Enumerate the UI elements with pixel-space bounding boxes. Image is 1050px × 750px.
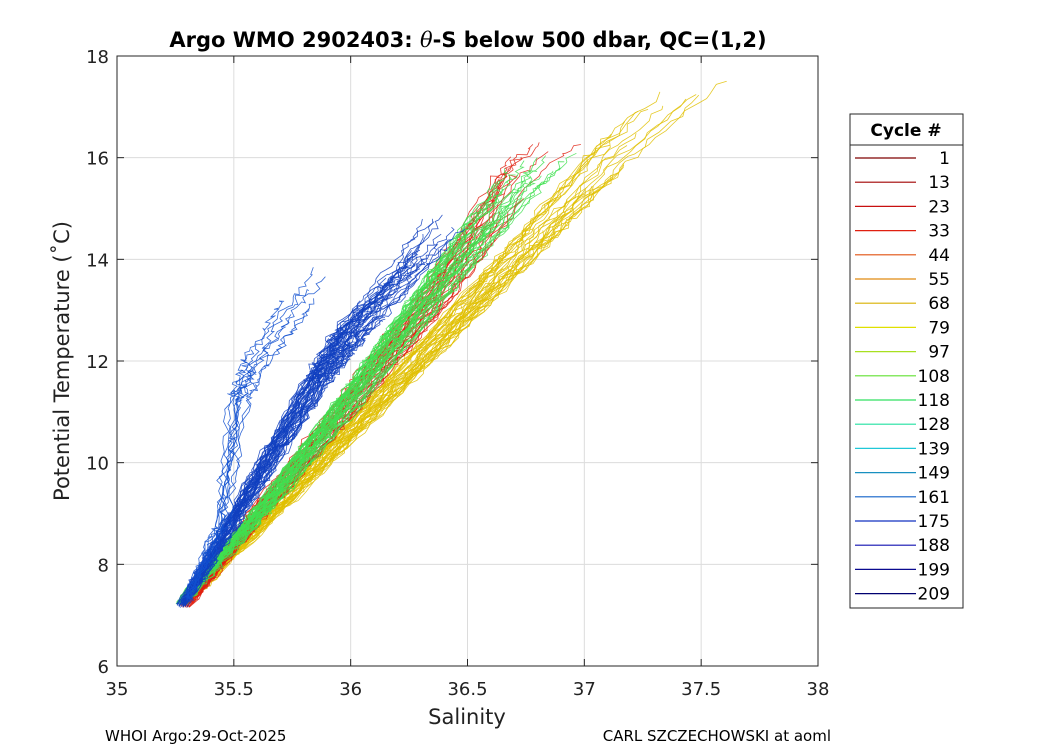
profile-trace — [182, 317, 356, 604]
legend-entry-label: 209 — [918, 585, 950, 605]
legend-entry-label: 68 — [928, 294, 950, 314]
legend-entry-label: 13 — [928, 173, 950, 193]
profile-trace — [192, 164, 625, 598]
y-tick-label: 8 — [98, 555, 109, 576]
x-axis-label: Salinity — [428, 705, 506, 729]
profile-trace — [187, 182, 543, 605]
x-tick-label: 35 — [106, 679, 129, 700]
x-tick-label: 38 — [807, 679, 830, 700]
profile-trace — [187, 369, 255, 599]
profile-trace — [183, 152, 577, 601]
trace-group-4 — [182, 267, 326, 603]
profile-trace — [183, 297, 426, 605]
profile-trace — [180, 197, 492, 604]
legend-entry-label: 1 — [939, 149, 950, 169]
profile-trace — [188, 276, 467, 608]
x-tick-label: 37 — [573, 679, 596, 700]
profile-trace — [184, 195, 514, 605]
legend-entry-label: 44 — [928, 246, 950, 266]
y-tick-label: 14 — [86, 250, 109, 271]
theta-s-traces — [175, 80, 727, 608]
profile-trace — [189, 308, 310, 601]
profile-trace — [182, 247, 489, 602]
profile-trace — [185, 279, 418, 605]
profile-trace — [190, 174, 612, 601]
grid — [117, 56, 818, 666]
legend-entry-label: 175 — [918, 512, 950, 532]
axis-ticks: 35 35.5 36 36.5 37 37.5 38 6 8 10 12 14 16 18 — [86, 47, 829, 700]
profile-trace — [186, 267, 314, 602]
x-tick-label: 35.5 — [214, 679, 254, 700]
profile-trace — [186, 182, 532, 601]
legend-entries: 1 13 23 33 44 55 68 79 97 108 118 128 139 149 161 175 18… — [855, 149, 950, 605]
x-tick-label: 37.5 — [681, 679, 721, 700]
chart-title: Argo WMO 2902403: θ-S below 500 dbar, QC… — [169, 28, 766, 52]
x-tick-label: 36.5 — [447, 679, 487, 700]
legend-entry-label: 199 — [918, 560, 950, 580]
y-tick-label: 10 — [86, 454, 109, 475]
y-tick-label: 12 — [86, 352, 109, 373]
x-tick-label: 36 — [339, 679, 362, 700]
legend-entry-label: 23 — [928, 197, 950, 217]
trace-group-2 — [175, 152, 577, 605]
profile-trace — [182, 300, 285, 599]
profile-trace — [186, 288, 310, 600]
legend-entry-label: 55 — [928, 270, 950, 290]
footer-left: WHOI Argo:29-Oct-2025 — [105, 727, 286, 745]
legend-entry-label: 33 — [928, 222, 950, 242]
profile-trace — [186, 314, 292, 601]
footer-right: CARL SZCZECHOWSKI at aoml — [603, 727, 831, 745]
legend-entry-label: 149 — [918, 464, 950, 484]
profile-trace — [188, 276, 326, 599]
y-axis-label: Potential Temperature (˚C) — [50, 221, 74, 501]
legend-entry-label: 139 — [918, 439, 950, 459]
legend-entry-label: 108 — [918, 367, 950, 387]
legend-entry-label: 188 — [918, 536, 950, 556]
legend: Cycle # 1 13 23 33 44 55 68 79 97 108 118 128 139 149… — [849, 113, 964, 609]
profile-trace — [189, 298, 315, 603]
profile-trace — [181, 175, 533, 601]
y-tick-label: 18 — [86, 47, 109, 68]
profile-trace — [179, 228, 477, 601]
legend-entry-label: 97 — [928, 343, 950, 363]
y-tick-label: 16 — [86, 149, 109, 170]
title-prefix: Argo WMO 2902403: — [169, 28, 420, 52]
legend-entry-label: 79 — [928, 318, 950, 338]
profile-trace — [189, 163, 624, 602]
profile-trace — [177, 298, 418, 601]
legend-entry-label: 118 — [918, 391, 950, 411]
profile-trace — [192, 98, 687, 601]
profile-trace — [184, 263, 431, 607]
profile-trace — [183, 227, 455, 604]
y-tick-label: 6 — [98, 657, 109, 678]
legend-entry-label: 128 — [918, 415, 950, 435]
legend-box — [849, 113, 964, 609]
legend-title: Cycle # — [870, 121, 941, 141]
title-theta-symbol: θ — [420, 28, 433, 52]
profile-trace — [178, 311, 357, 605]
trace-group-1 — [180, 80, 727, 603]
profile-trace — [182, 175, 542, 605]
title-suffix: -S below 500 dbar, QC=(1,2) — [433, 28, 767, 52]
legend-entry-label: 161 — [918, 488, 950, 508]
